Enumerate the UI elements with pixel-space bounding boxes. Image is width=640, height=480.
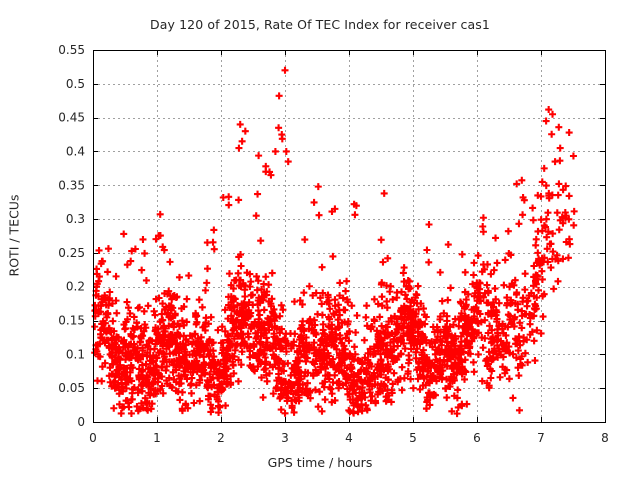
x-tick-label: 7 xyxy=(537,431,545,445)
y-tick-label: 0.15 xyxy=(58,314,85,328)
y-tick-label: 0.1 xyxy=(66,347,85,361)
y-tick-label: 0 xyxy=(77,415,85,429)
x-tick-label: 6 xyxy=(473,431,481,445)
x-tick-label: 0 xyxy=(89,431,97,445)
y-tick-label: 0.35 xyxy=(58,178,85,192)
x-tick-label: 3 xyxy=(281,431,289,445)
y-tick-label: 0.4 xyxy=(66,144,85,158)
x-tick-label: 2 xyxy=(217,431,225,445)
y-tick-label: 0.5 xyxy=(66,77,85,91)
x-tick-label: 1 xyxy=(153,431,161,445)
plot-frame xyxy=(93,50,606,423)
chart-title: Day 120 of 2015, Rate Of TEC Index for r… xyxy=(150,17,490,32)
y-tick-label: 0.3 xyxy=(66,212,85,226)
y-tick-label: 0.55 xyxy=(58,43,85,57)
x-tick-label: 4 xyxy=(345,431,353,445)
x-tick-label: 8 xyxy=(601,431,609,445)
x-axis-label: GPS time / hours xyxy=(267,455,373,470)
tick-labels: 0 1 2 3 4 5 6 7 8 0 0.05 0.1 0.15 0.2 0.25 0.3 0.35 0.4 0.… xyxy=(58,43,609,445)
y-tick-label: 0.2 xyxy=(66,280,85,294)
x-tick-label: 5 xyxy=(409,431,417,445)
y-tick-label: 0.45 xyxy=(58,111,85,125)
y-tick-label: 0.05 xyxy=(58,381,85,395)
data-points xyxy=(91,66,578,418)
y-tick-label: 0.25 xyxy=(58,246,85,260)
